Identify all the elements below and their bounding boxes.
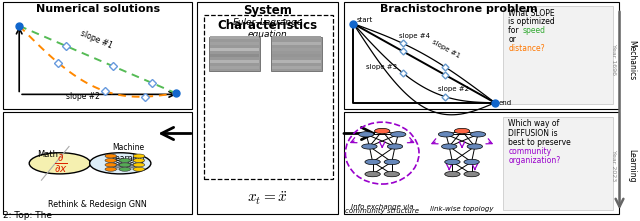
FancyBboxPatch shape xyxy=(210,42,259,45)
Text: slope #1: slope #1 xyxy=(79,29,113,51)
FancyBboxPatch shape xyxy=(3,112,192,214)
FancyBboxPatch shape xyxy=(344,112,619,214)
Circle shape xyxy=(119,167,131,171)
Text: 2: Top: The: 2: Top: The xyxy=(3,211,55,220)
Text: Numerical solutions: Numerical solutions xyxy=(36,4,159,14)
Circle shape xyxy=(119,158,131,162)
FancyBboxPatch shape xyxy=(272,48,321,51)
Text: Machine
Learning: Machine Learning xyxy=(111,143,145,163)
Circle shape xyxy=(445,159,460,165)
Text: Year 1696: Year 1696 xyxy=(611,44,616,75)
Text: end: end xyxy=(499,100,511,106)
Text: slope #2: slope #2 xyxy=(438,86,469,92)
Circle shape xyxy=(119,163,131,167)
Circle shape xyxy=(133,167,145,171)
Text: community structure: community structure xyxy=(345,208,419,214)
Circle shape xyxy=(29,153,90,174)
Text: DIFFUSION is: DIFFUSION is xyxy=(508,129,558,138)
Circle shape xyxy=(105,163,116,167)
Circle shape xyxy=(358,132,374,137)
Text: distance?: distance? xyxy=(508,44,545,53)
Text: for: for xyxy=(508,26,522,35)
Text: $x_t = \ddot{x}$: $x_t = \ddot{x}$ xyxy=(247,190,288,208)
FancyBboxPatch shape xyxy=(197,2,338,214)
Text: Classic
Mechanics: Classic Mechanics xyxy=(627,40,640,80)
Circle shape xyxy=(438,132,454,137)
Text: is optimized: is optimized xyxy=(508,17,555,27)
Text: Which way of: Which way of xyxy=(508,119,559,128)
Text: What SLOPE: What SLOPE xyxy=(508,9,555,18)
FancyBboxPatch shape xyxy=(210,66,259,69)
Circle shape xyxy=(105,158,116,162)
Text: community: community xyxy=(508,147,552,156)
FancyBboxPatch shape xyxy=(272,42,321,45)
Circle shape xyxy=(470,132,486,137)
Text: slope #4: slope #4 xyxy=(399,33,429,39)
Circle shape xyxy=(464,171,479,177)
Circle shape xyxy=(105,167,116,171)
Text: link-wise topology: link-wise topology xyxy=(430,206,494,212)
FancyBboxPatch shape xyxy=(210,60,259,63)
FancyBboxPatch shape xyxy=(272,60,321,63)
Circle shape xyxy=(384,171,399,177)
Circle shape xyxy=(384,159,399,165)
Text: Math: Math xyxy=(37,150,58,159)
Text: best to preserve: best to preserve xyxy=(508,138,571,147)
Text: Info exchange via: Info exchange via xyxy=(351,204,413,210)
Circle shape xyxy=(90,153,151,174)
FancyBboxPatch shape xyxy=(210,36,259,39)
Circle shape xyxy=(365,159,380,165)
Circle shape xyxy=(133,163,145,167)
Text: speed: speed xyxy=(522,26,545,35)
FancyBboxPatch shape xyxy=(210,48,259,51)
FancyBboxPatch shape xyxy=(503,6,613,104)
Circle shape xyxy=(445,171,460,177)
Circle shape xyxy=(454,128,470,134)
Text: $\frac{\partial}{\partial x}$: $\frac{\partial}{\partial x}$ xyxy=(54,152,68,175)
Circle shape xyxy=(387,144,403,149)
Text: slope #3: slope #3 xyxy=(366,64,397,70)
Circle shape xyxy=(365,171,380,177)
Circle shape xyxy=(464,159,479,165)
Text: organization?: organization? xyxy=(508,156,561,166)
FancyBboxPatch shape xyxy=(503,117,613,210)
Text: System
Characteristics: System Characteristics xyxy=(218,4,317,32)
Text: Machine
Learning: Machine Learning xyxy=(627,149,640,183)
FancyBboxPatch shape xyxy=(272,66,321,69)
Text: Brachistochrone problem: Brachistochrone problem xyxy=(380,4,538,14)
Text: slope #1: slope #1 xyxy=(431,38,461,59)
Text: Year 2023: Year 2023 xyxy=(611,150,616,181)
Circle shape xyxy=(133,158,145,162)
Circle shape xyxy=(390,132,406,137)
FancyBboxPatch shape xyxy=(271,37,323,71)
Text: slope #2: slope #2 xyxy=(67,91,100,101)
Text: start: start xyxy=(356,17,372,23)
Text: Euler–Lagrange
equation: Euler–Lagrange equation xyxy=(232,18,303,39)
Circle shape xyxy=(467,144,483,149)
Circle shape xyxy=(442,144,457,149)
Text: or: or xyxy=(508,35,516,44)
Circle shape xyxy=(105,154,116,158)
FancyBboxPatch shape xyxy=(3,2,192,109)
FancyBboxPatch shape xyxy=(209,37,260,71)
FancyBboxPatch shape xyxy=(210,54,259,57)
Circle shape xyxy=(362,144,377,149)
Circle shape xyxy=(374,128,390,134)
FancyBboxPatch shape xyxy=(204,15,333,179)
FancyBboxPatch shape xyxy=(272,54,321,57)
Circle shape xyxy=(133,154,145,158)
FancyBboxPatch shape xyxy=(344,2,619,109)
FancyBboxPatch shape xyxy=(272,36,321,39)
Text: Rethink & Redesign GNN: Rethink & Redesign GNN xyxy=(48,200,147,209)
